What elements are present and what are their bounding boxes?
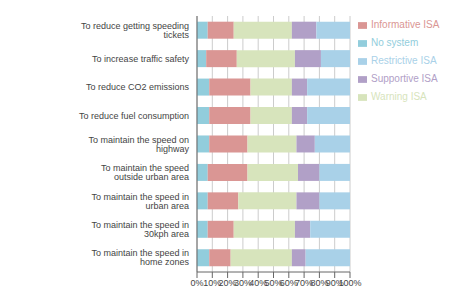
svg-text:10%: 10% bbox=[203, 278, 222, 289]
svg-text:To maintain the speedoutside u: To maintain the speedoutside urban area bbox=[101, 163, 189, 182]
html-text:Informative ISA: Informative ISA bbox=[371, 19, 440, 30]
svg-text:60%: 60% bbox=[279, 278, 298, 289]
svg-text:40%: 40% bbox=[249, 278, 268, 289]
svg-text:To increase traffic safety: To increase traffic safety bbox=[92, 54, 189, 64]
svg-text:To maintain the speed inurban: To maintain the speed inurban area bbox=[91, 192, 189, 211]
svg-text:To reduce fuel consumption: To reduce fuel consumption bbox=[79, 111, 189, 121]
html-text:No system: No system bbox=[371, 37, 419, 48]
svg-text:30%: 30% bbox=[233, 278, 252, 289]
svg-text:0%: 0% bbox=[190, 278, 203, 288]
svg-text:90%: 90% bbox=[325, 278, 344, 289]
svg-text:To reduce CO2 emissions: To reduce CO2 emissions bbox=[86, 82, 190, 92]
svg-text:80%: 80% bbox=[310, 278, 329, 289]
svg-text:To maintain the speed inhome z: To maintain the speed inhome zones bbox=[91, 248, 189, 267]
svg-text:To reduce getting speedingtick: To reduce getting speedingtickets bbox=[81, 21, 190, 40]
svg-text:50%: 50% bbox=[264, 278, 283, 289]
svg-text:70%: 70% bbox=[295, 278, 314, 289]
svg-text:100%: 100% bbox=[338, 278, 361, 288]
html-text:Warning ISA: Warning ISA bbox=[371, 91, 427, 102]
svg-text:To maintain the speed in30kph: To maintain the speed in30kph area bbox=[91, 220, 189, 239]
html-text:Supportive ISA: Supportive ISA bbox=[371, 73, 438, 84]
svg-text:20%: 20% bbox=[218, 278, 237, 289]
html-text:Restrictive ISA: Restrictive ISA bbox=[371, 55, 437, 66]
svg-text:To maintain the speed onhighwa: To maintain the speed onhighway bbox=[88, 135, 189, 154]
